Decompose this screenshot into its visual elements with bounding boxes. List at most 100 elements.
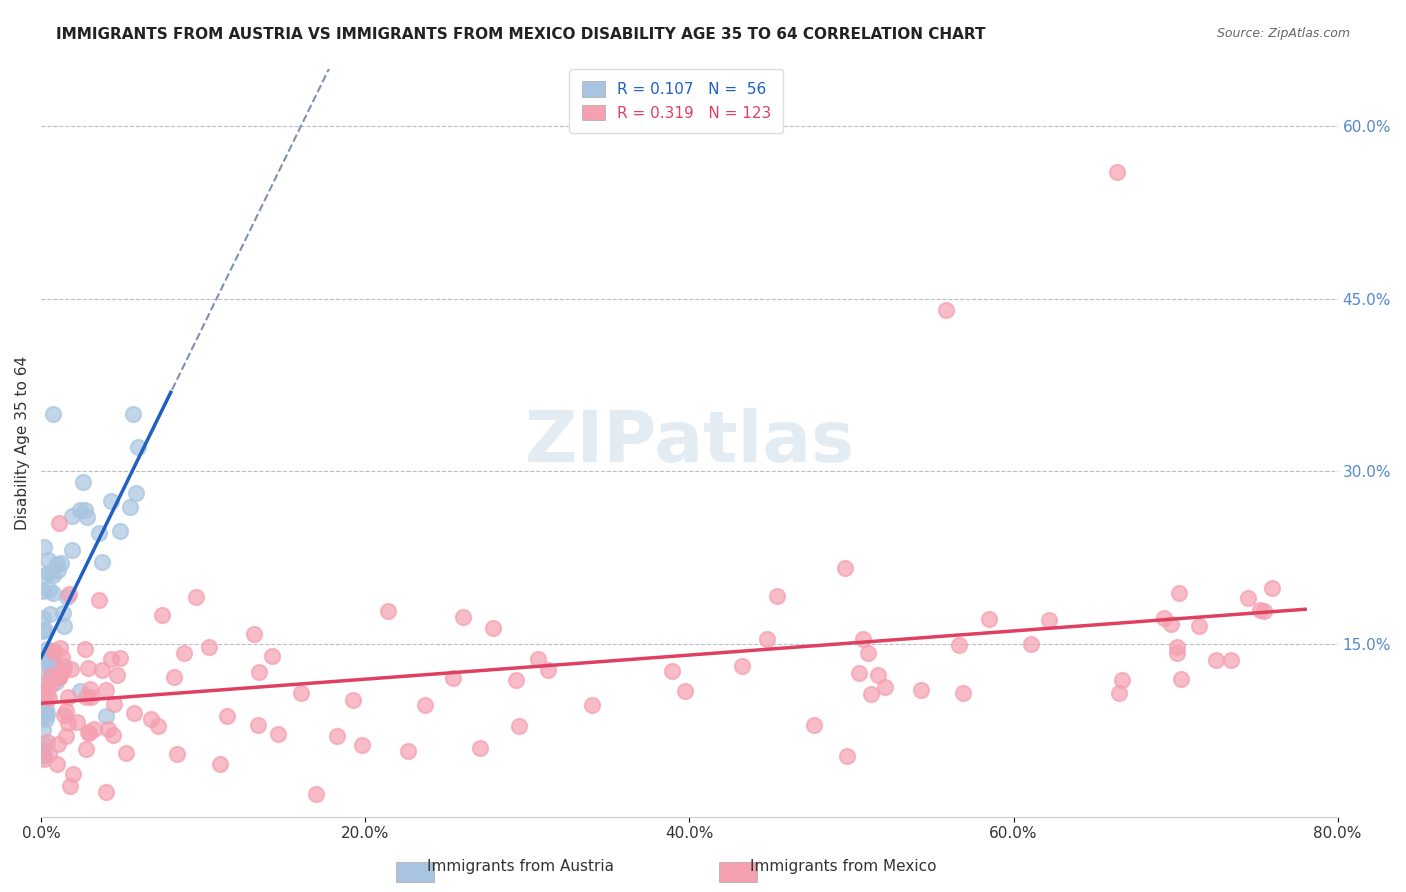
Text: Immigrants from Mexico: Immigrants from Mexico xyxy=(751,859,936,874)
Point xyxy=(72,475,94,489)
Point xyxy=(875,681,897,695)
Point xyxy=(1170,672,1192,686)
Point xyxy=(32,705,55,719)
Point xyxy=(51,649,73,664)
Point xyxy=(56,590,79,604)
Point xyxy=(35,676,58,690)
Point xyxy=(246,717,269,731)
Point xyxy=(75,690,97,704)
Point xyxy=(1188,619,1211,633)
Point xyxy=(766,590,789,604)
Point xyxy=(1108,686,1130,700)
Point xyxy=(173,646,195,660)
Point xyxy=(505,673,527,688)
Point xyxy=(37,553,59,567)
Point xyxy=(977,612,1000,626)
Point xyxy=(96,683,118,698)
Point xyxy=(834,561,856,575)
Point xyxy=(848,665,870,680)
Point xyxy=(1160,617,1182,632)
Point xyxy=(39,668,62,682)
Point xyxy=(48,670,70,684)
Point xyxy=(42,407,65,421)
Point xyxy=(80,690,103,705)
Point xyxy=(396,744,419,758)
Point xyxy=(948,638,970,652)
Point xyxy=(38,566,60,581)
Point xyxy=(413,698,436,712)
Point xyxy=(32,747,55,762)
Point xyxy=(122,706,145,720)
Point xyxy=(103,728,125,742)
Point xyxy=(32,686,55,700)
Point xyxy=(1038,613,1060,627)
Point xyxy=(60,542,83,557)
Point xyxy=(262,648,284,663)
Point xyxy=(32,752,55,766)
Point xyxy=(37,735,59,749)
Point xyxy=(125,486,148,500)
Point xyxy=(31,709,53,723)
Point xyxy=(45,674,67,689)
Text: IMMIGRANTS FROM AUSTRIA VS IMMIGRANTS FROM MEXICO DISABILITY AGE 35 TO 64 CORREL: IMMIGRANTS FROM AUSTRIA VS IMMIGRANTS FR… xyxy=(56,27,986,42)
Point xyxy=(65,714,87,729)
Point xyxy=(1249,603,1271,617)
Point xyxy=(508,719,530,733)
Point xyxy=(114,746,136,760)
Point xyxy=(105,668,128,682)
Point xyxy=(184,590,207,604)
Point xyxy=(62,767,84,781)
Point xyxy=(209,756,232,771)
FancyBboxPatch shape xyxy=(720,862,756,882)
Point xyxy=(1111,673,1133,688)
Point xyxy=(53,619,76,633)
Point xyxy=(856,646,879,660)
Point xyxy=(852,632,875,646)
Point xyxy=(305,787,328,801)
Point xyxy=(83,723,105,737)
Point xyxy=(1236,591,1258,606)
Text: Source: ZipAtlas.com: Source: ZipAtlas.com xyxy=(1216,27,1350,40)
Point xyxy=(94,785,117,799)
Point xyxy=(52,664,75,678)
Point xyxy=(97,722,120,736)
Point xyxy=(910,683,932,698)
Point xyxy=(470,741,492,756)
Point xyxy=(39,607,62,622)
Point xyxy=(326,729,349,743)
Point xyxy=(350,738,373,752)
Point xyxy=(31,748,53,763)
Point xyxy=(42,663,65,677)
Point xyxy=(55,729,77,743)
Point xyxy=(377,604,399,618)
Point xyxy=(49,667,72,681)
Point xyxy=(79,682,101,697)
Point xyxy=(39,678,62,692)
Point xyxy=(56,690,79,704)
Point xyxy=(59,779,82,793)
Point xyxy=(935,303,957,318)
Point xyxy=(76,661,98,675)
Point xyxy=(46,563,69,577)
Point xyxy=(38,691,60,706)
Point xyxy=(482,621,505,635)
Point xyxy=(342,692,364,706)
Point xyxy=(837,749,859,764)
Point xyxy=(859,687,882,701)
Point xyxy=(56,715,79,730)
Point xyxy=(661,664,683,678)
Point xyxy=(49,641,72,656)
Point xyxy=(32,648,55,662)
Point xyxy=(100,652,122,666)
Point xyxy=(122,407,145,421)
Point xyxy=(46,757,69,772)
Point xyxy=(31,660,53,674)
Point xyxy=(731,658,754,673)
Point xyxy=(441,671,464,685)
Point xyxy=(163,670,186,684)
Point xyxy=(453,609,475,624)
Point xyxy=(243,627,266,641)
Point xyxy=(77,726,100,740)
Point xyxy=(673,684,696,698)
Point xyxy=(90,555,112,569)
